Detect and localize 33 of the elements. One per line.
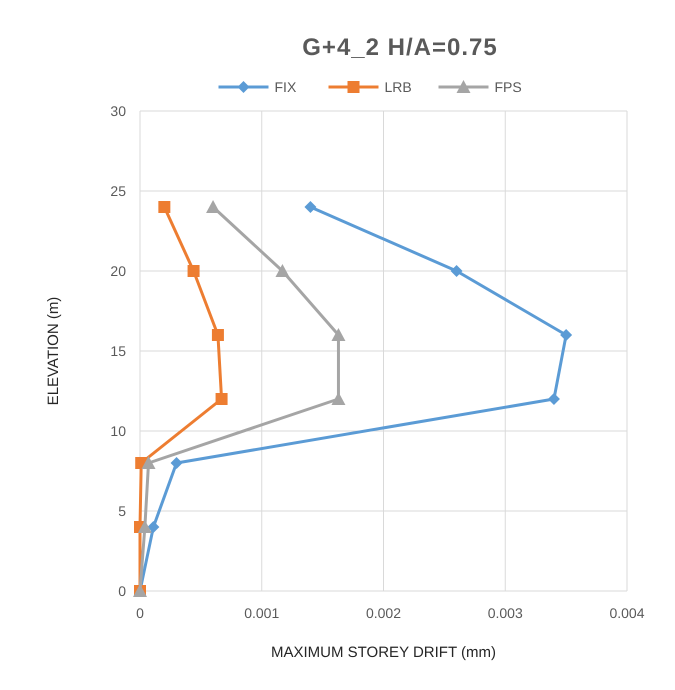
point	[138, 520, 152, 533]
point	[548, 393, 560, 405]
y-axis-title: ELEVATION (m)	[45, 296, 62, 406]
point	[331, 328, 346, 341]
point	[212, 329, 224, 341]
y-tick-label: 15	[110, 343, 126, 359]
x-tick-label: 0.003	[488, 605, 523, 621]
point	[188, 265, 200, 277]
y-tick-label: 20	[110, 263, 126, 279]
y-tick-label: 30	[110, 103, 126, 119]
x-tick-label: 0	[136, 605, 144, 621]
legend-label: FPS	[494, 79, 522, 95]
x-tick-label: 0.002	[366, 605, 402, 621]
x-tick-label: 0.001	[244, 605, 280, 621]
chart-title: G+4_2 H/A=0.75	[302, 34, 498, 61]
y-tick-label: 0	[118, 583, 126, 599]
y-tick-label: 25	[110, 183, 126, 199]
point	[304, 201, 316, 213]
point	[450, 265, 463, 277]
point	[170, 457, 183, 469]
point	[158, 201, 170, 213]
point	[206, 200, 220, 213]
point	[216, 393, 228, 405]
point	[142, 456, 156, 469]
x-axis-title: MAXIMUM STOREY DRIFT (mm)	[271, 644, 496, 661]
y-tick-label: 5	[118, 503, 126, 519]
x-tick-label: 0.004	[609, 605, 645, 621]
legend-label: LRB	[384, 79, 412, 95]
point	[147, 521, 160, 533]
legend-label: FIX	[274, 79, 297, 95]
y-tick-label: 10	[110, 423, 126, 439]
point	[560, 329, 572, 341]
point	[275, 264, 290, 277]
